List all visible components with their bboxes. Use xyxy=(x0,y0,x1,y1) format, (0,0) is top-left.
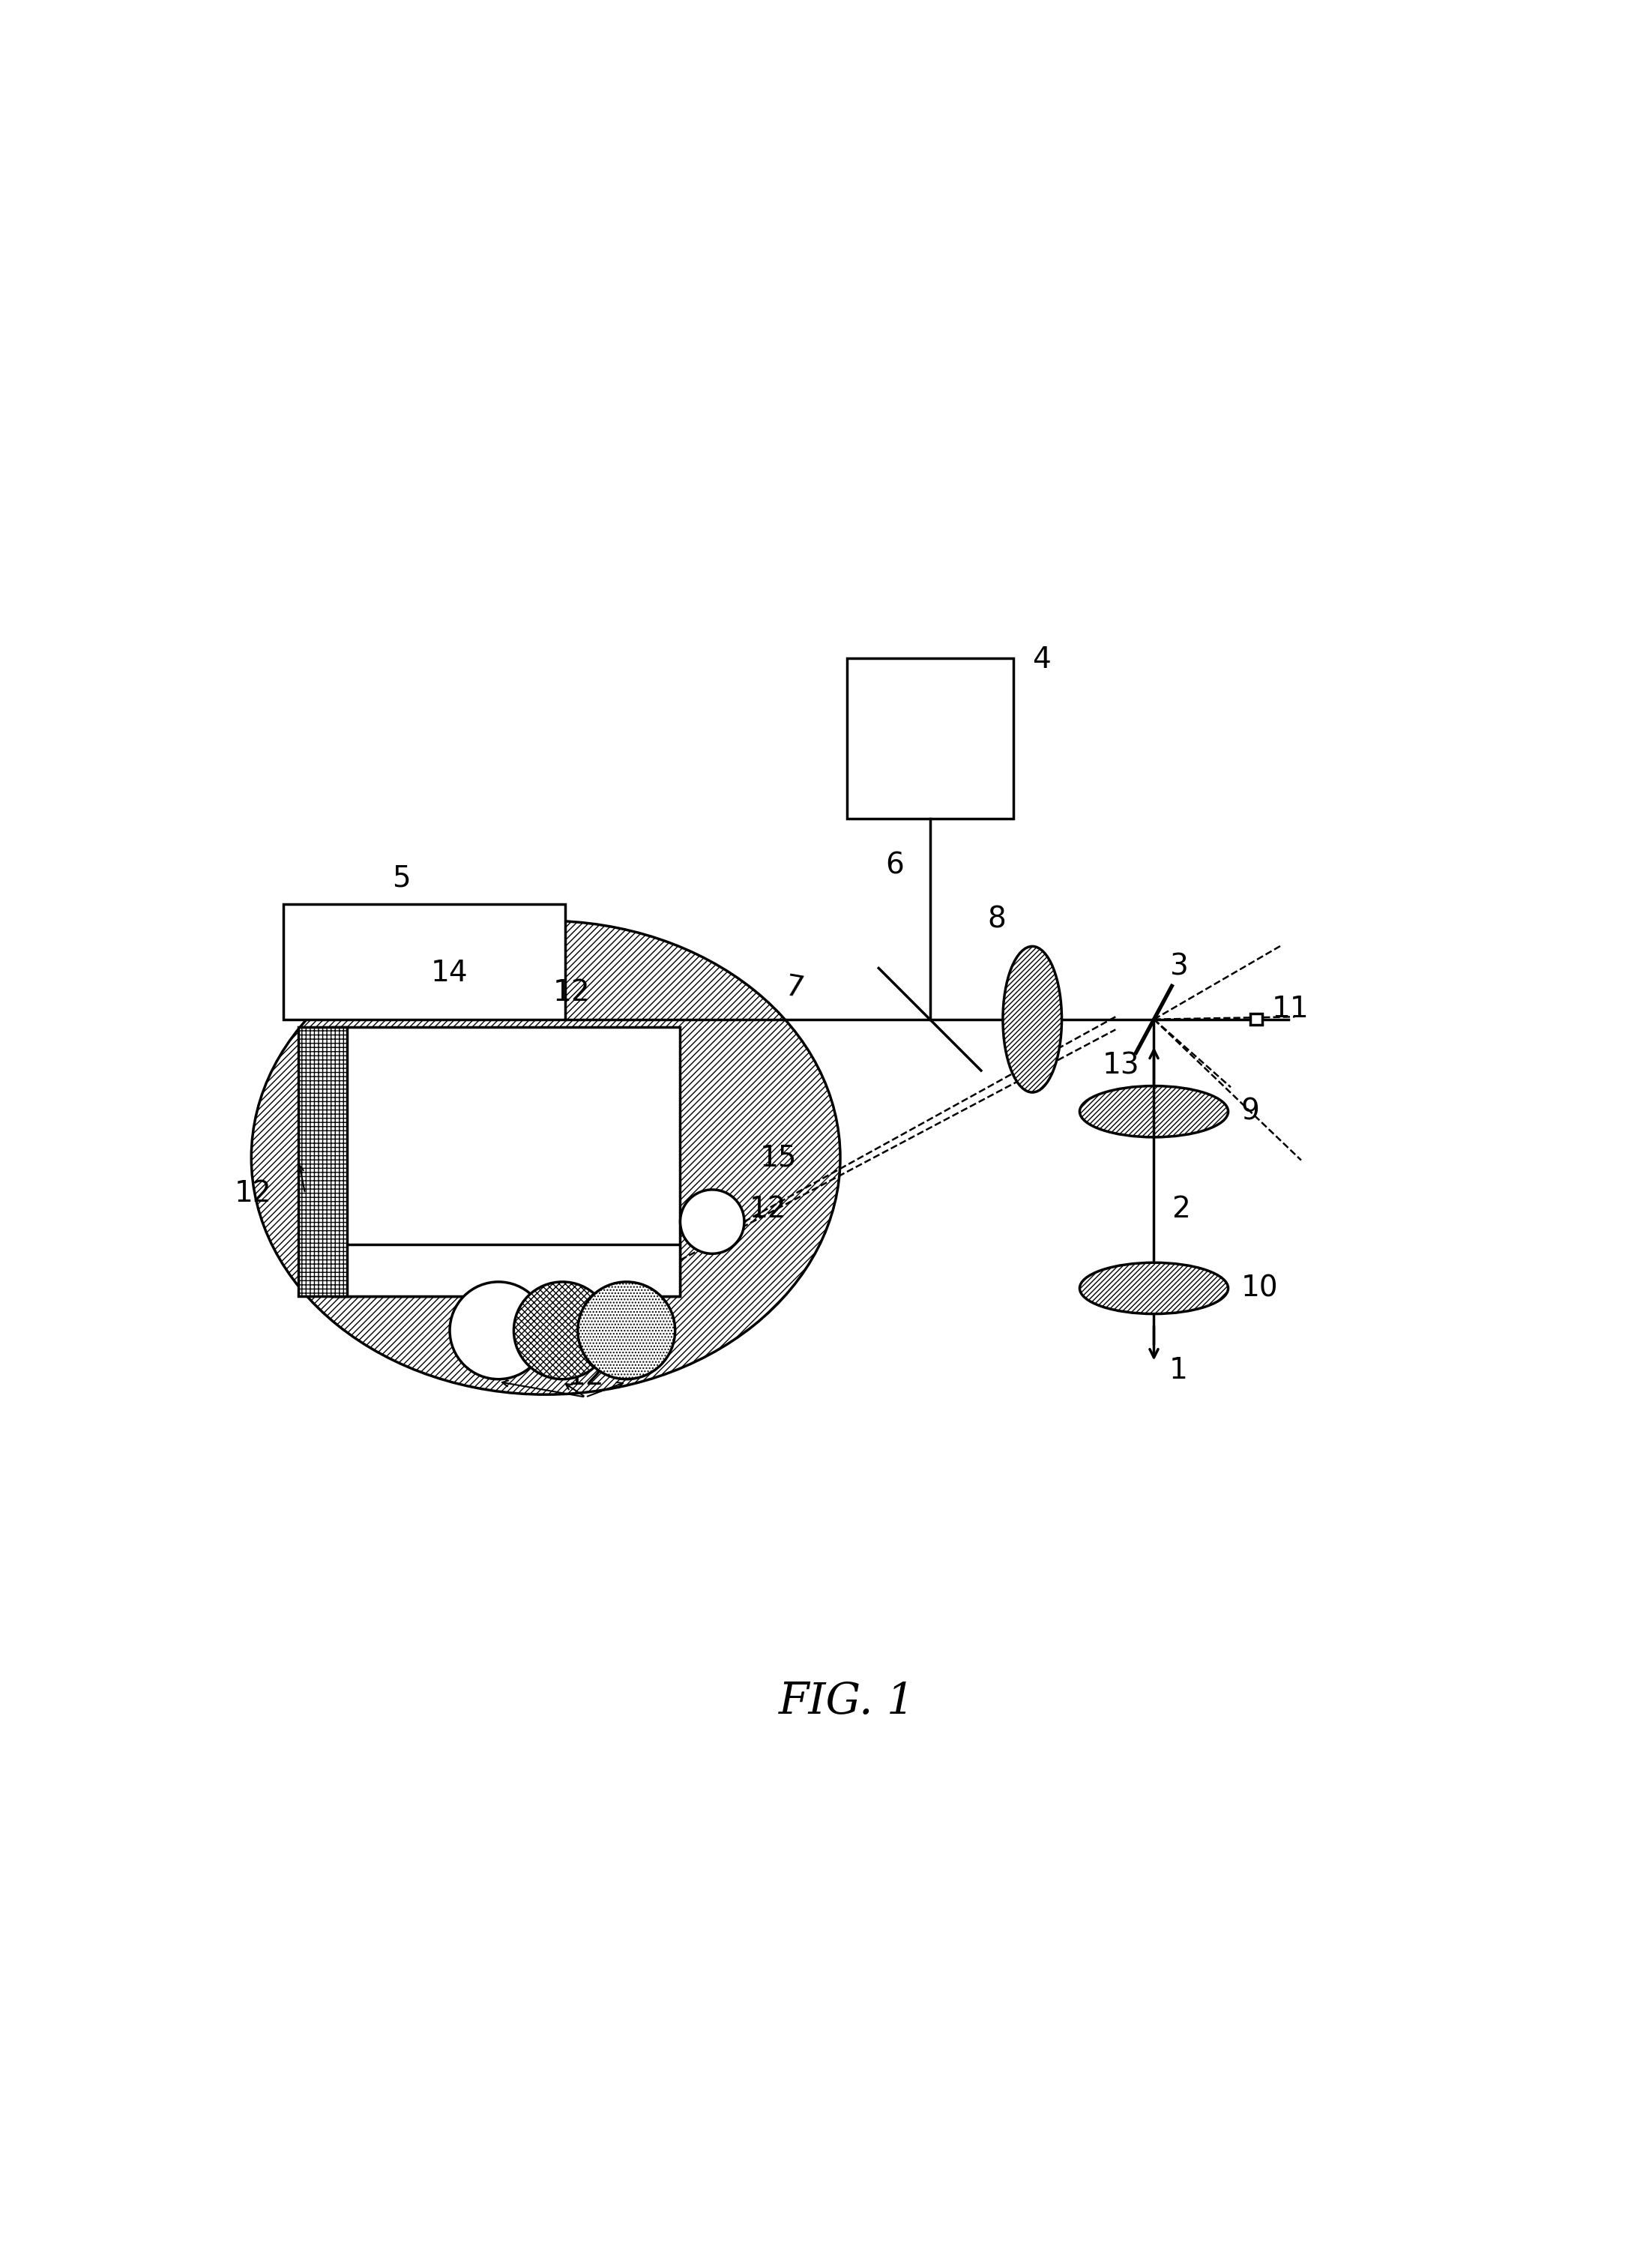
Text: 12: 12 xyxy=(750,1195,786,1224)
Circle shape xyxy=(514,1281,611,1378)
Text: 12: 12 xyxy=(567,1362,605,1390)
Text: 3: 3 xyxy=(1170,952,1188,982)
Text: 4: 4 xyxy=(1032,646,1051,673)
Text: 1: 1 xyxy=(1170,1356,1188,1385)
Bar xyxy=(284,905,565,1020)
Ellipse shape xyxy=(1080,1263,1227,1315)
Text: 10: 10 xyxy=(1241,1274,1279,1304)
Ellipse shape xyxy=(251,920,841,1394)
Text: 7: 7 xyxy=(783,973,806,1004)
Text: 15: 15 xyxy=(760,1143,796,1172)
Text: 5: 5 xyxy=(392,864,411,893)
Bar xyxy=(332,1245,681,1297)
Bar xyxy=(847,657,1013,818)
Text: 12: 12 xyxy=(235,1179,273,1208)
Text: 13: 13 xyxy=(1104,1052,1140,1079)
Ellipse shape xyxy=(1080,1086,1227,1138)
Text: 12: 12 xyxy=(553,979,590,1007)
Circle shape xyxy=(578,1281,676,1378)
Bar xyxy=(332,1027,681,1297)
Text: 9: 9 xyxy=(1241,1097,1259,1127)
Text: 14: 14 xyxy=(431,959,468,988)
Text: 6: 6 xyxy=(885,852,904,880)
Text: 11: 11 xyxy=(1272,995,1308,1022)
Text: 8: 8 xyxy=(988,905,1006,934)
Bar xyxy=(1251,1013,1262,1025)
Text: FIG. 1: FIG. 1 xyxy=(778,1680,915,1723)
Circle shape xyxy=(681,1190,743,1254)
Circle shape xyxy=(449,1281,547,1378)
Ellipse shape xyxy=(1003,945,1062,1093)
Text: 2: 2 xyxy=(1171,1195,1191,1224)
Bar xyxy=(299,1027,347,1297)
